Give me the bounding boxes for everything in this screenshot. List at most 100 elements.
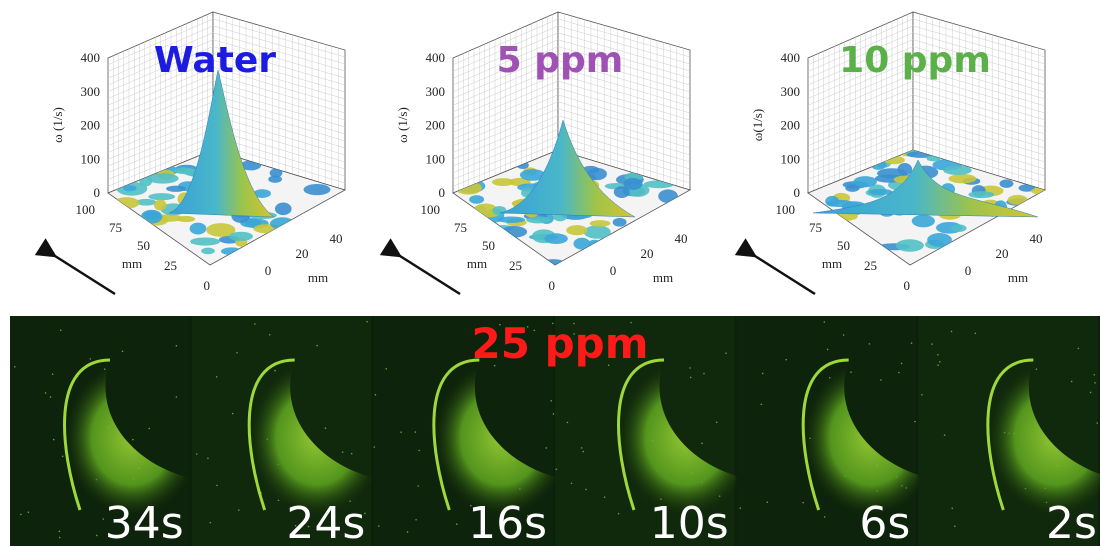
speck bbox=[50, 396, 52, 398]
surface-patch bbox=[123, 185, 137, 191]
z-tick-label: 400 bbox=[781, 50, 801, 65]
y-tick-label: 50 bbox=[482, 238, 495, 253]
x-tick-label: 20 bbox=[296, 246, 309, 261]
surface-patch bbox=[573, 238, 590, 250]
z-tick-label: 200 bbox=[81, 118, 101, 133]
frame-time: 16s bbox=[468, 498, 547, 546]
surface-patch bbox=[1008, 195, 1028, 205]
strip-label: 25 ppm bbox=[472, 319, 649, 368]
y-tick-label: 75 bbox=[454, 220, 467, 235]
speck bbox=[703, 373, 705, 375]
y-tick-label: 100 bbox=[776, 202, 796, 217]
speck bbox=[1093, 374, 1095, 376]
speck bbox=[937, 364, 939, 366]
speck bbox=[176, 345, 178, 347]
z-tick-label: 0 bbox=[94, 185, 101, 200]
surface-patch bbox=[498, 216, 525, 223]
surface-patch bbox=[526, 216, 550, 223]
speck bbox=[407, 531, 409, 533]
speck bbox=[196, 453, 198, 455]
surface-patch bbox=[501, 226, 527, 238]
speck bbox=[767, 501, 769, 503]
speck bbox=[342, 451, 344, 453]
speck bbox=[269, 334, 271, 336]
y-axis-label: mm bbox=[822, 256, 842, 271]
x-tick-label: 0 bbox=[965, 263, 972, 278]
speck bbox=[90, 358, 92, 360]
speck bbox=[701, 443, 703, 445]
y-tick-label: 50 bbox=[837, 238, 850, 253]
figure: Waterω (1/s)01002003004000255075100mm020… bbox=[0, 0, 1100, 546]
surface-patch bbox=[177, 216, 195, 222]
surface-patch bbox=[968, 191, 994, 198]
speck bbox=[378, 525, 380, 527]
surface-patch bbox=[141, 210, 162, 224]
x-axis-label: mm bbox=[653, 270, 673, 285]
speck bbox=[325, 427, 327, 429]
z-tick-label: 0 bbox=[794, 185, 801, 200]
speck bbox=[59, 531, 61, 533]
surface-patch bbox=[943, 166, 971, 175]
x-tick-label: 40 bbox=[675, 231, 688, 246]
speck bbox=[545, 447, 547, 449]
speck bbox=[553, 413, 555, 415]
speck bbox=[1071, 381, 1073, 383]
y-axis-label: mm bbox=[467, 256, 487, 271]
y-tick-label: 0 bbox=[549, 278, 556, 293]
y-axis-label: mm bbox=[122, 256, 142, 271]
surface-patch bbox=[268, 176, 282, 183]
plot-panel: Waterω (1/s)01002003004000255075100mm020… bbox=[50, 12, 345, 294]
y-tick-label: 25 bbox=[864, 258, 877, 273]
surface-patch bbox=[166, 186, 186, 192]
x-axis-label: mm bbox=[308, 270, 328, 285]
frame-time: 10s bbox=[650, 498, 729, 546]
z-tick-label: 100 bbox=[781, 151, 801, 166]
title: 5 ppm bbox=[497, 40, 624, 81]
speck bbox=[954, 525, 956, 527]
x-tick-label: 20 bbox=[641, 246, 654, 261]
speck bbox=[1090, 392, 1092, 394]
z-tick-label: 200 bbox=[426, 118, 446, 133]
surface-patch bbox=[897, 163, 912, 176]
speck bbox=[869, 343, 871, 345]
surface-patch bbox=[229, 232, 253, 241]
y-tick-label: 50 bbox=[137, 238, 150, 253]
speck bbox=[149, 428, 151, 430]
speck bbox=[52, 373, 54, 375]
x-tick-label: 0 bbox=[610, 263, 617, 278]
speck bbox=[385, 368, 387, 370]
speck bbox=[59, 537, 61, 539]
surface-patch bbox=[590, 220, 611, 227]
surface-patch bbox=[492, 206, 506, 215]
z-axis-label: ω(1/s) bbox=[750, 109, 765, 141]
speck bbox=[122, 351, 124, 353]
speck bbox=[843, 334, 845, 336]
speck bbox=[176, 396, 178, 398]
z-tick-label: 100 bbox=[426, 151, 446, 166]
speck bbox=[827, 349, 829, 351]
speck bbox=[1036, 368, 1038, 370]
speck bbox=[824, 516, 826, 518]
speck bbox=[373, 446, 375, 448]
speck bbox=[762, 373, 764, 375]
direction-arrow bbox=[55, 256, 115, 294]
z-tick-label: 300 bbox=[781, 84, 801, 99]
surface-patch bbox=[614, 186, 630, 198]
speck bbox=[20, 514, 22, 516]
z-tick-label: 300 bbox=[426, 84, 446, 99]
speck bbox=[238, 509, 240, 511]
frame-time: 34s bbox=[105, 498, 184, 546]
surface-patch bbox=[113, 197, 139, 209]
speck bbox=[951, 507, 953, 509]
speck bbox=[880, 379, 882, 381]
speck bbox=[254, 323, 256, 325]
surface-patch bbox=[190, 223, 207, 235]
speck bbox=[823, 321, 825, 323]
speck bbox=[415, 431, 417, 433]
speck bbox=[581, 447, 583, 449]
surface-patch bbox=[951, 224, 966, 231]
speck bbox=[898, 372, 900, 374]
speck bbox=[62, 455, 64, 457]
direction-arrow bbox=[400, 256, 460, 294]
